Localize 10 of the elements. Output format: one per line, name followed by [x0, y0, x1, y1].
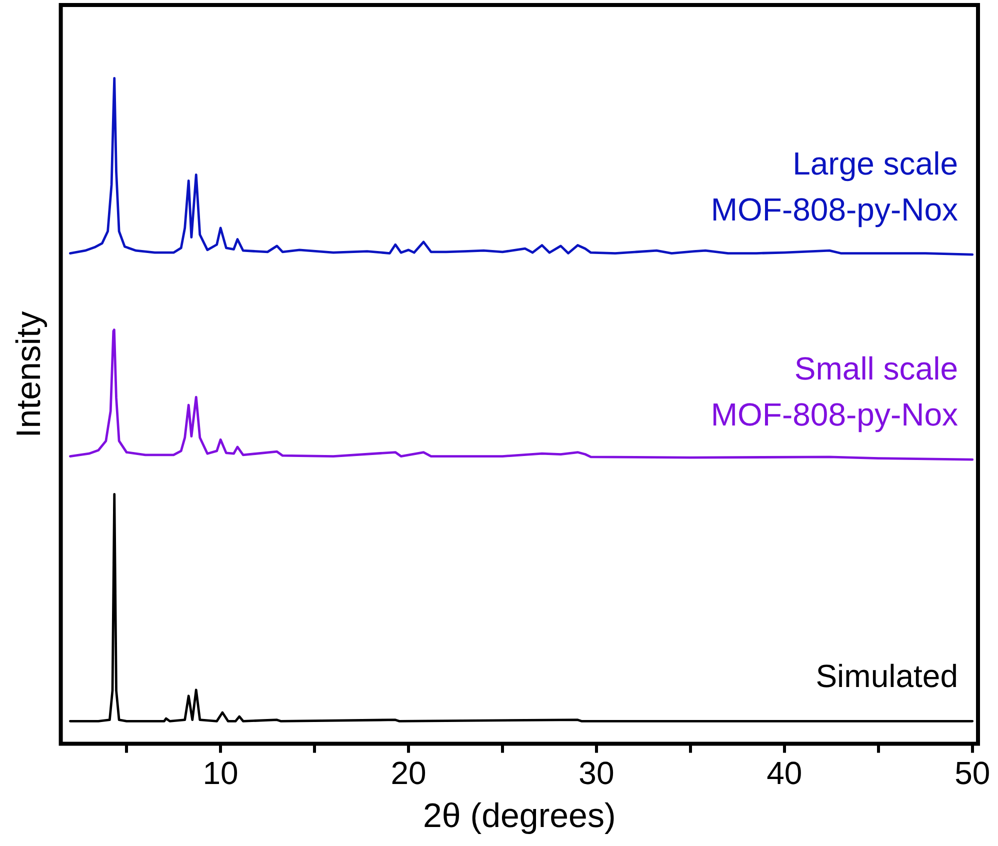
x-tick-label: 10: [202, 754, 238, 791]
series-label: Small scale MOF-808-py-Nox: [710, 350, 958, 433]
y-axis-title: Intensity: [10, 311, 48, 438]
series-label: Large scale MOF-808-py-Nox: [710, 146, 958, 228]
x-axis-title: 2θ (degrees): [423, 796, 616, 835]
x-tick-label: 40: [766, 754, 802, 791]
x-tick-label: 30: [578, 754, 614, 791]
x-tick-label: 50: [954, 754, 990, 791]
x-tick-label: 20: [390, 754, 426, 791]
series-label: Simulated: [816, 658, 958, 694]
